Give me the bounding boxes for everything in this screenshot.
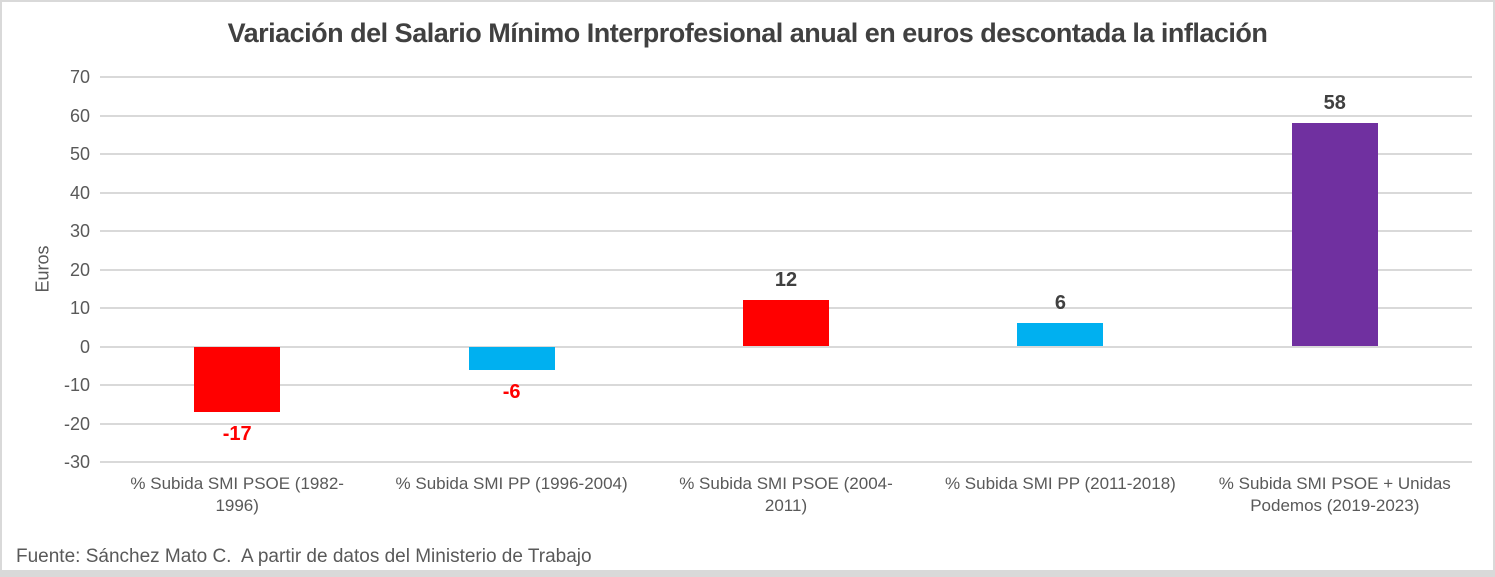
- y-tick-label: 10: [69, 298, 90, 318]
- y-gridline: [100, 230, 1472, 232]
- y-tick-label: 50: [69, 144, 90, 164]
- bar-3: [743, 300, 829, 347]
- category-label: % Subida SMI PP (2011-2018): [944, 474, 1176, 493]
- y-gridline: [100, 268, 1472, 271]
- category-label: % Subida SMI PSOE (2004-2011): [679, 474, 893, 515]
- y-gridline: [100, 191, 1472, 194]
- y-gridline: [100, 76, 1472, 78]
- bar-value-label: -17: [222, 422, 252, 445]
- y-tick-label: -10: [63, 375, 90, 395]
- category-label: % Subida SMI PP (1996-2004): [395, 474, 628, 493]
- window-bottom-edge: [2, 570, 1493, 577]
- y-tick-label: 40: [69, 182, 90, 203]
- y-gridline: [100, 153, 1472, 155]
- source-note: Fuente: Sánchez Mato C. A partir de dato…: [16, 546, 592, 567]
- y-gridline: [100, 461, 1472, 463]
- bar-value-label: 6: [1054, 292, 1066, 315]
- y-tick-label: -30: [63, 452, 90, 472]
- y-tick-label: 0: [79, 336, 90, 357]
- bar-value-label: 12: [774, 269, 798, 292]
- bar-value-label: 58: [1323, 92, 1346, 115]
- y-tick-label: 20: [69, 259, 90, 280]
- bar-value-label: -6: [502, 380, 521, 403]
- y-gridline: [100, 422, 1472, 425]
- bar-5: [1291, 123, 1378, 347]
- bar-2: [468, 346, 555, 370]
- y-gridline: [100, 114, 1472, 117]
- y-tick-label: 30: [69, 221, 90, 241]
- category-label: % Subida SMI PSOE (1982-1996): [130, 474, 344, 515]
- category-label: % Subida SMI PSOE + Unidas Podemos (2019…: [1218, 474, 1451, 515]
- y-tick-label: 60: [69, 105, 90, 126]
- y-gridline: [100, 384, 1472, 386]
- y-tick-label: 70: [69, 67, 90, 87]
- y-tick-label: -20: [63, 413, 90, 434]
- y-gridline: [100, 345, 1472, 348]
- bar-1: [194, 346, 281, 412]
- bar-4: [1017, 323, 1104, 347]
- chart-title: Variación del Salario Mínimo Interprofes…: [227, 18, 1268, 48]
